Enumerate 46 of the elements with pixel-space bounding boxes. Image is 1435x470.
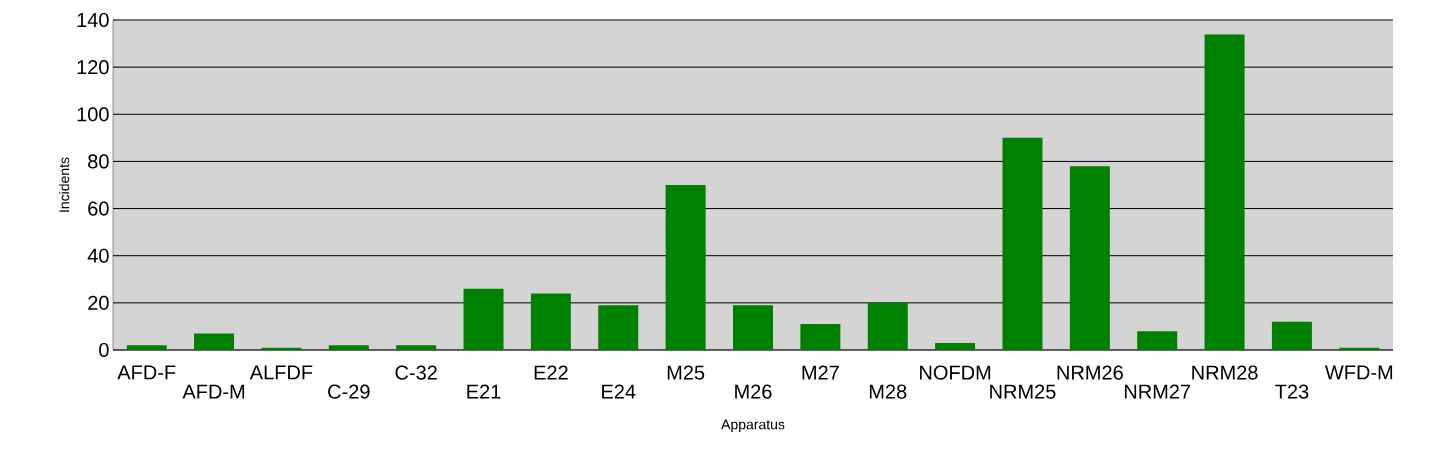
x-tick-label: M25 [667, 365, 705, 380]
bar [935, 342, 976, 350]
bar [867, 302, 908, 350]
bar [194, 333, 235, 350]
x-axis-title: Apparatus [721, 419, 785, 433]
y-tick-label: 20 [88, 295, 109, 310]
x-tick-label: AFD-F [117, 365, 176, 380]
x-tick-label: NOFDM [920, 365, 991, 380]
bar [1204, 34, 1245, 350]
x-tick-label: NRM25 [990, 384, 1056, 399]
bar [1271, 321, 1312, 350]
y-tick-label: 40 [87, 248, 109, 263]
bar [665, 184, 706, 350]
x-tick-label: WFD-M [1324, 365, 1393, 380]
bar [800, 324, 841, 350]
x-tick-label: E22 [534, 365, 568, 380]
bar [733, 305, 773, 350]
x-tick-label: NRM27 [1124, 384, 1191, 399]
x-tick-label: E24 [602, 384, 636, 399]
x-tick-label: M28 [869, 384, 907, 399]
x-tick-label: M26 [735, 384, 772, 399]
x-tick-label: E21 [467, 384, 501, 399]
y-tick-label: 120 [77, 60, 109, 75]
y-tick-label: 0 [99, 342, 109, 358]
x-tick-label: C-29 [328, 384, 370, 399]
y-axis-title: Incidents [58, 157, 70, 212]
y-tick-label: 140 [77, 12, 109, 28]
bar [530, 293, 571, 350]
bar [328, 345, 369, 350]
x-tick-label: M27 [802, 365, 839, 380]
y-tick-label: 80 [88, 154, 109, 169]
x-tick-label: T23 [1275, 384, 1309, 399]
bar [1069, 166, 1110, 350]
bar [396, 345, 437, 350]
x-tick-label: ALFDF [249, 365, 313, 380]
bar [1002, 137, 1043, 350]
y-tick-label: 60 [88, 201, 109, 216]
x-tick-label: NRM28 [1192, 365, 1258, 380]
x-tick-label: NRM26 [1057, 365, 1123, 380]
bar [126, 345, 167, 350]
x-tick-label: AFD-M [182, 384, 245, 399]
bar [1137, 331, 1178, 350]
x-tick-label: C-32 [395, 365, 437, 380]
y-tick-label: 100 [77, 107, 109, 122]
bar [598, 305, 639, 350]
bar [463, 288, 504, 350]
